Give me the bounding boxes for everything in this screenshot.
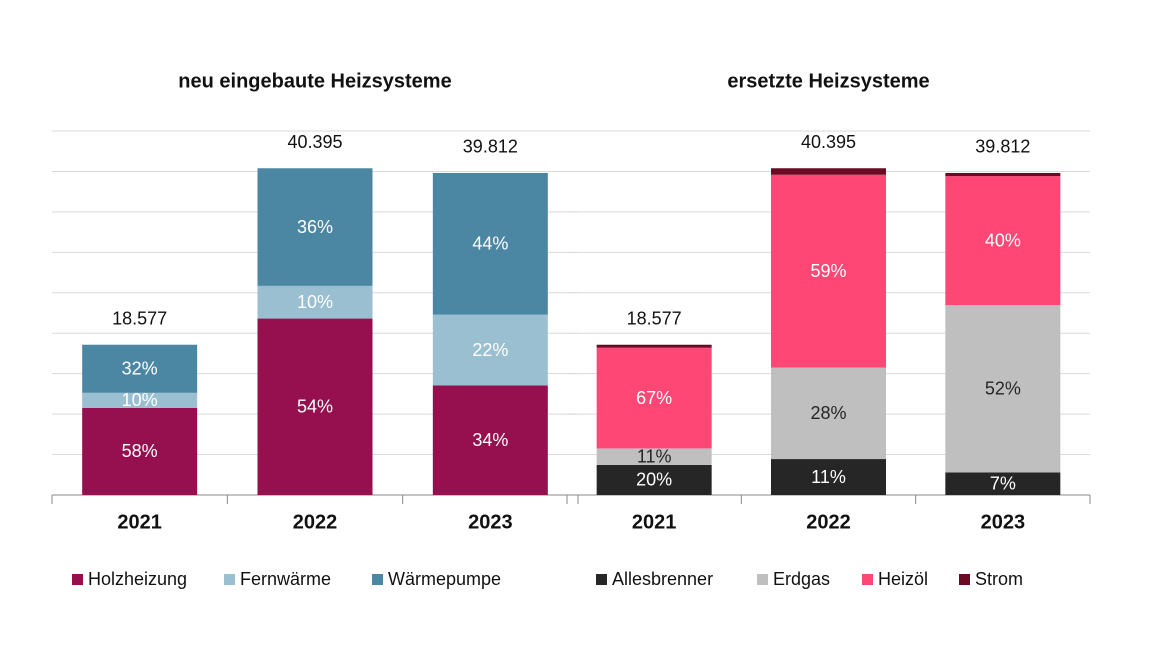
legend-swatch: [372, 574, 383, 585]
bar-segment: [432, 172, 548, 315]
data-label: 36%: [297, 217, 333, 237]
data-label: 11%: [637, 446, 672, 466]
data-label: 10%: [297, 292, 333, 312]
total-label: 18.577: [627, 308, 682, 328]
legend-swatch: [224, 574, 235, 585]
bar-segment: [257, 318, 373, 495]
legend-swatch: [959, 574, 970, 585]
data-label: 44%: [472, 234, 508, 254]
data-label: 59%: [810, 261, 846, 281]
bar-segment: [596, 344, 712, 348]
data-label: 40%: [985, 230, 1021, 250]
bar-segment: [596, 448, 712, 465]
bar-segment: [945, 304, 1061, 473]
bar-segment: [257, 168, 373, 286]
x-tick-label: 2022: [293, 511, 338, 533]
bar-segment: [82, 392, 198, 408]
data-label: 32%: [122, 359, 158, 379]
data-label: 20%: [636, 470, 672, 490]
bar-segment: [82, 344, 198, 393]
bar-segment: [432, 385, 548, 495]
legend-label: Holzheizung: [88, 569, 187, 589]
total-label: 39.812: [463, 137, 518, 157]
data-label: 11%: [811, 467, 846, 487]
bar-segment: [82, 407, 198, 495]
bar-segment: [257, 285, 373, 319]
legend-swatch: [596, 574, 607, 585]
bar-segment: [771, 459, 886, 495]
total-label: 40.395: [801, 132, 856, 152]
x-tick-label: 2021: [117, 511, 162, 533]
total-label: 18.577: [112, 308, 167, 328]
chart-title: ersetzte Heizsysteme: [727, 70, 929, 92]
data-label: 28%: [810, 403, 846, 423]
data-label: 54%: [297, 397, 333, 417]
data-label: 7%: [990, 473, 1016, 493]
bar-segment: [945, 176, 1061, 305]
x-tick-label: 2022: [806, 511, 851, 533]
bar-segment: [596, 464, 712, 495]
chart-title: neu eingebaute Heizsysteme: [178, 70, 451, 92]
bar-segment: [945, 472, 1061, 495]
legend-swatch: [862, 574, 873, 585]
total-label: 39.812: [975, 137, 1030, 157]
x-tick-label: 2023: [981, 511, 1026, 533]
x-tick-label: 2021: [632, 511, 677, 533]
data-label: 34%: [472, 430, 508, 450]
bar-segment: [945, 172, 1061, 177]
x-tick-label: 2023: [468, 511, 513, 533]
legend-label: Strom: [975, 569, 1023, 589]
data-label: 58%: [122, 441, 158, 461]
legend-label: Erdgas: [773, 569, 830, 589]
legend-label: Heizöl: [878, 569, 928, 589]
legend-label: Fernwärme: [240, 569, 331, 589]
bar-segment: [771, 168, 886, 175]
data-label: 22%: [472, 340, 508, 360]
legend-label: Allesbrenner: [612, 569, 713, 589]
bar-segment: [771, 174, 886, 368]
data-label: 67%: [636, 388, 672, 408]
bar-segment: [596, 347, 712, 449]
legend-label: Wärmepumpe: [388, 569, 501, 589]
bar-segment: [771, 367, 886, 460]
data-label: 52%: [985, 378, 1021, 398]
legend-swatch: [757, 574, 768, 585]
data-label: 10%: [122, 390, 158, 410]
legend-swatch: [72, 574, 83, 585]
total-label: 40.395: [287, 132, 342, 152]
bar-segment: [432, 314, 548, 386]
